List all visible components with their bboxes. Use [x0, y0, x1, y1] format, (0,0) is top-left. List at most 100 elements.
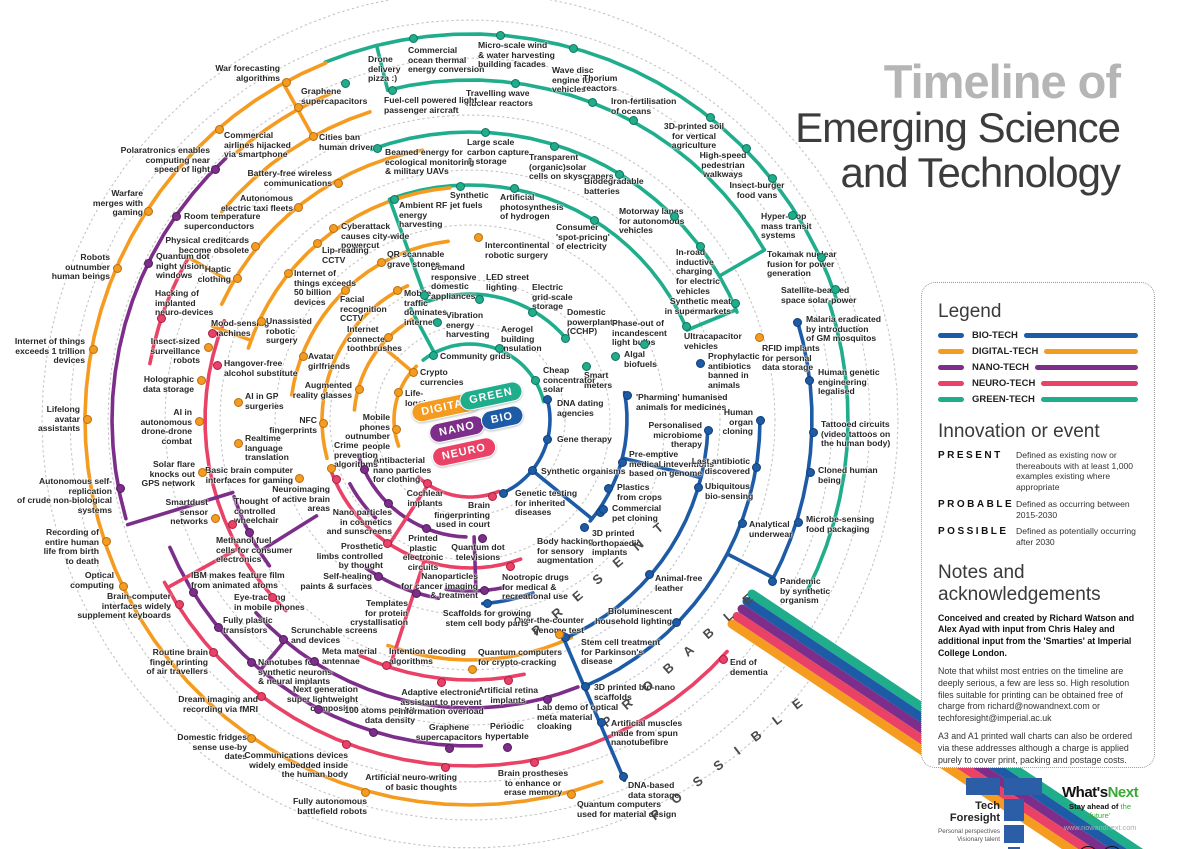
node-dot — [281, 77, 291, 87]
node-dot — [503, 675, 513, 685]
node-label: 'Pharming' humanised animals for medicin… — [636, 392, 728, 412]
legend-line — [1023, 333, 1138, 338]
node-label: Drone delivery pizza :) — [368, 54, 401, 84]
node-label: Thorium reactors — [583, 73, 618, 93]
node-dot — [309, 656, 319, 666]
node-label: 100 atoms per bit data density — [344, 705, 415, 725]
whats-next-logo: What'sNext Stay ahead of the future’ www… — [1062, 776, 1139, 849]
node-dot — [368, 727, 378, 737]
node-label: Routine brain finger printing of air tra… — [146, 647, 208, 677]
node-dot — [542, 394, 552, 404]
node-label: Tokamak nuclear fusion for power generat… — [767, 249, 837, 279]
innovation-term: POSSIBLE — [938, 526, 1009, 538]
legend-item: BIO-TECH — [938, 330, 1138, 341]
node-label: Domestic fridges sense use-by dates — [177, 732, 247, 762]
node-dot — [580, 681, 590, 691]
legend-label: DIGITAL-TECH — [972, 346, 1039, 357]
node-dot — [622, 390, 632, 400]
node-label: Satellite-beamed space solar-power — [781, 285, 857, 305]
node-label: Cyberattack causes city-wide powercut — [341, 221, 410, 251]
node-dot — [210, 164, 220, 174]
node-dot — [214, 124, 224, 134]
node-dot — [408, 367, 418, 377]
node-dot — [283, 268, 293, 278]
whats-next-name: What'sNext — [1062, 784, 1139, 802]
legend-item: NEURO-TECH — [938, 378, 1138, 389]
node-dot — [408, 33, 418, 43]
node-label: Over-the-counter genome test — [514, 615, 584, 635]
node-dot — [498, 488, 508, 498]
whats-next-tagline: Stay ahead of the future’ — [1069, 802, 1132, 821]
node-dot — [232, 273, 242, 283]
node-dot — [455, 181, 465, 191]
node-label: Quantum dot televisions — [451, 542, 505, 562]
node-label: Facial recognition CCTV — [340, 294, 387, 324]
node-dot — [233, 438, 243, 448]
node-label: Mobile phones outnumber people — [345, 412, 390, 451]
node-label: Graphene supercapacitors — [415, 722, 483, 742]
node-dot — [101, 536, 111, 546]
node-dot — [333, 178, 343, 188]
node-label: Genetic testing for inherited diseases — [515, 488, 578, 518]
node-label: Basic brain computer interfaces for gami… — [205, 465, 293, 485]
node-dot — [340, 285, 350, 295]
node-label: AI in autonomous drone-drone combat — [140, 407, 192, 446]
node-label: Quantum dot night vision windows — [156, 251, 210, 281]
node-dot — [194, 416, 204, 426]
node-label: In-road inductive charging for electric … — [676, 247, 720, 296]
node-dot — [328, 223, 338, 233]
node-label: Plastics from crops — [617, 482, 662, 502]
node-label: Body hacking for sensory augmentation — [537, 536, 594, 566]
node-dot — [480, 127, 490, 137]
node-label: Algal biofuels — [624, 349, 657, 369]
node-dot — [256, 691, 266, 701]
node-dot — [188, 587, 198, 597]
node-label: Recording of entire human life from birt… — [43, 527, 99, 566]
node-label: Wave disc engine for vehicles — [552, 65, 594, 95]
node-dot — [340, 78, 350, 88]
node-label: Autonomous electric taxi fleets — [220, 193, 293, 213]
node-dot — [444, 743, 454, 753]
node-label: Nootropic drugs for medical & recreation… — [502, 572, 569, 602]
innovation-rows: PRESENT Defined as existing now or therea… — [938, 450, 1138, 548]
innovation-term: PROBABLE — [938, 498, 1015, 510]
node-label: Physical creditcards become obsolete — [165, 235, 249, 255]
node-dot — [246, 657, 256, 667]
node-dot — [212, 360, 222, 370]
node-label: Warfare merges with gaming — [92, 188, 143, 218]
notes-paragraph: A3 and A1 printed wall charts can also b… — [938, 731, 1133, 765]
node-label: Mood-sensing machines — [211, 318, 270, 338]
node-dot — [804, 375, 814, 385]
node-label: Room temperature superconductors — [184, 211, 261, 231]
whats-next-url: www.nowandnext.com — [1063, 823, 1137, 833]
node-dot — [741, 143, 751, 153]
node-label: 3D printed bio-nano scaffolds — [594, 682, 676, 702]
node-dot — [542, 694, 552, 704]
node-label: DNA dating agencies — [557, 398, 604, 418]
legend-item: NANO-TECH — [938, 362, 1138, 373]
node-label: 3D-printed soil for vertical agriculture — [663, 121, 725, 151]
node-dot — [705, 112, 715, 122]
node-dot — [610, 351, 620, 361]
node-dot — [207, 328, 217, 338]
legend-item: GREEN-TECH — [938, 394, 1138, 405]
logos-row: Tech Foresight Personal perspectives Vis… — [938, 776, 1139, 849]
node-label: Domestic powerplants (CCHP) — [567, 307, 618, 337]
node-label: Polaratronics enables computing near spe… — [120, 145, 210, 175]
node-label: End of dementia — [730, 657, 768, 677]
node-label: Periodic hypertable — [485, 721, 529, 741]
node-label: Lab demo of optical meta material cloaki… — [537, 702, 619, 732]
legend-swatch — [938, 365, 964, 370]
node-label: Insect-sized surveillance robots — [150, 336, 200, 366]
logo-block — [1004, 799, 1024, 822]
node-dot — [246, 733, 256, 743]
node-dot — [213, 622, 223, 632]
node-label: Dream imaging and recording via fMRI — [178, 694, 258, 714]
node-dot — [589, 215, 599, 225]
node-dot — [294, 473, 304, 483]
node-label: Internet connected toothbrushes — [347, 324, 402, 354]
node-label: Consumer 'spot-pricing' of electricity — [556, 222, 610, 252]
node-dot — [639, 339, 649, 349]
node-label: Last antibiotic discovered — [691, 456, 750, 476]
